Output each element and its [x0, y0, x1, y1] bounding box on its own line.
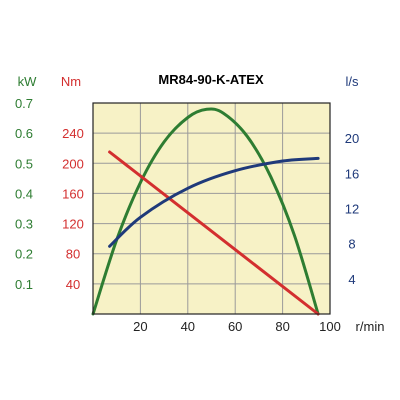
nm-tick-label-4: 80 — [66, 247, 80, 262]
ls-tick-label-0: 20 — [345, 131, 359, 146]
kw-tick-label-2: 0.5 — [15, 156, 33, 171]
x-tick-label-0: 20 — [133, 319, 147, 334]
nm-tick-label-1: 200 — [62, 156, 84, 171]
chart-title: MR84-90-K-ATEX — [158, 72, 264, 87]
nm-tick-label-2: 160 — [62, 186, 84, 201]
plot-border — [92, 102, 331, 315]
x-tick-label-4: 100 — [319, 319, 341, 334]
ls-tick-label-1: 16 — [345, 166, 359, 181]
nm-tick-label-0: 240 — [62, 126, 84, 141]
ls-tick-label-4: 4 — [348, 272, 355, 287]
plot-area — [93, 103, 330, 314]
x-axis-unit: r/min — [356, 319, 385, 334]
kw-tick-label-4: 0.3 — [15, 217, 33, 232]
nm-axis-unit: Nm — [61, 74, 81, 89]
ls-tick-label-2: 12 — [345, 202, 359, 217]
kw-tick-label-5: 0.2 — [15, 247, 33, 262]
ls-series-line — [108, 156, 320, 248]
kw-tick-label-1: 0.6 — [15, 126, 33, 141]
kw-tick-label-6: 0.1 — [15, 277, 33, 292]
kw-series-line — [91, 107, 320, 316]
tick-labels: 0.7 0.6 0.5 0.4 0.3 0.2 0.1 240 200 160 120 80 40 20 1… — [15, 96, 359, 334]
kw-tick-label-0: 0.7 — [15, 96, 33, 111]
ls-tick-label-3: 8 — [348, 237, 355, 252]
x-tick-label-2: 60 — [228, 319, 242, 334]
kw-axis-unit: kW — [18, 74, 38, 89]
nm-tick-label-3: 120 — [62, 217, 84, 232]
nm-series-line — [108, 150, 320, 316]
nm-tick-label-5: 40 — [66, 277, 80, 292]
x-tick-label-1: 40 — [181, 319, 195, 334]
x-tick-label-3: 80 — [275, 319, 289, 334]
kw-tick-label-3: 0.4 — [15, 186, 33, 201]
ls-axis-unit: l/s — [346, 74, 360, 89]
series-layer — [91, 107, 320, 316]
